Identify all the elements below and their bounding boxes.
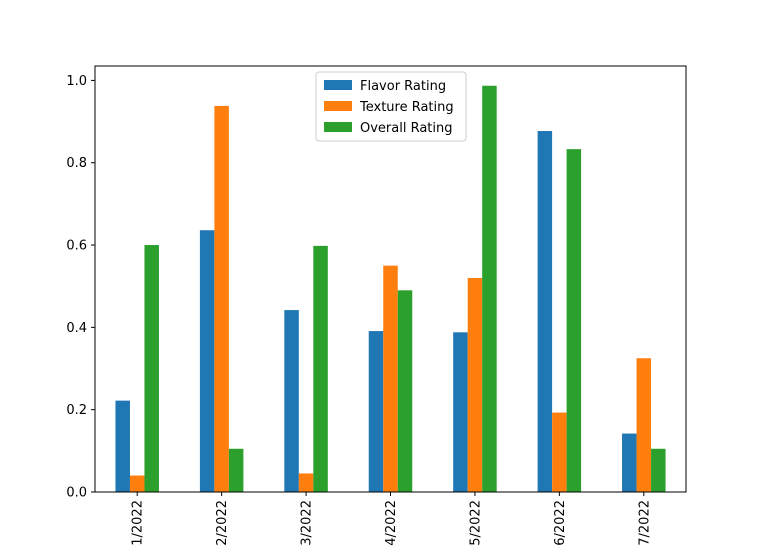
bar-texture-rating-2 <box>214 105 229 493</box>
bar-texture-rating-3 <box>298 473 314 492</box>
x-tick-label: 5/2022 <box>468 500 483 546</box>
bar-texture-rating-6 <box>552 412 567 492</box>
bar-flavor-rating-4 <box>368 331 384 492</box>
bar-overall-rating-1 <box>144 245 159 492</box>
bar-texture-rating-5 <box>467 277 483 492</box>
bar-overall-rating-3 <box>313 245 328 492</box>
bar-texture-rating-4 <box>383 265 398 492</box>
legend-label: Texture Rating <box>359 100 454 115</box>
x-tick-label: 2/2022 <box>215 500 230 546</box>
bar-flavor-rating-2 <box>199 230 215 493</box>
legend-box <box>315 71 467 142</box>
x-tick-label: 3/2022 <box>300 500 315 546</box>
x-tick-label: 7/2022 <box>637 500 652 546</box>
legend-swatch <box>324 101 352 111</box>
bar-texture-rating-1 <box>129 475 145 492</box>
legend: Flavor Rating Texture Rating Overall Ratin… <box>315 71 467 142</box>
bar-overall-rating-7 <box>651 448 666 492</box>
bar-flavor-rating-7 <box>622 433 637 492</box>
legend-label: Overall Rating <box>360 121 453 136</box>
bar-flavor-rating-1 <box>115 400 130 492</box>
bar-overall-rating-2 <box>228 448 244 492</box>
bar-texture-rating-7 <box>636 358 652 492</box>
bar-flavor-rating-6 <box>537 131 553 492</box>
bars-group <box>115 85 666 493</box>
y-tick-label: 0.4 <box>66 321 87 336</box>
bar-flavor-rating-3 <box>284 310 299 492</box>
x-tick-label: 4/2022 <box>384 500 399 546</box>
x-tick-label: 6/2022 <box>553 500 568 546</box>
legend-swatch <box>324 80 352 90</box>
y-axis: 0.0 0.2 0.4 0.6 0.8 1.0 <box>66 74 95 501</box>
y-tick-label: 0.2 <box>66 403 87 418</box>
bar-overall-rating-6 <box>566 149 582 492</box>
x-tick-label: 1/2022 <box>131 500 146 546</box>
y-tick-label: 0.6 <box>66 239 87 254</box>
y-tick-label: 0.8 <box>66 156 87 171</box>
bar-flavor-rating-5 <box>453 332 468 492</box>
legend-label: Flavor Rating <box>360 79 446 94</box>
bar-overall-rating-5 <box>482 85 497 492</box>
x-axis: 1/2022 2/2022 3/2022 4/2022 5/2022 6/2022 7/20… <box>131 492 652 546</box>
y-tick-label: 0.0 <box>66 486 87 501</box>
bar-overall-rating-4 <box>397 290 413 492</box>
y-tick-label: 1.0 <box>66 74 87 89</box>
legend-swatch <box>324 122 352 132</box>
